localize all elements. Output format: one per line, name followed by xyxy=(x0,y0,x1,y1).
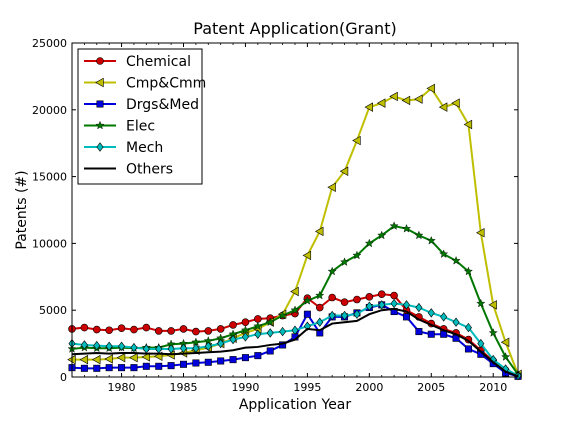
data-point-chemical xyxy=(316,304,323,311)
y-tick-label: 20000 xyxy=(32,104,67,117)
data-point-chemical xyxy=(353,296,360,303)
data-point-chemical xyxy=(143,324,150,331)
data-point-chemical xyxy=(391,292,398,299)
data-point-chemical xyxy=(106,327,113,334)
data-point-drgs-med xyxy=(217,358,223,364)
data-point-drgs-med xyxy=(267,348,273,354)
data-point-drgs-med xyxy=(242,354,248,360)
data-point-chemical xyxy=(217,325,224,332)
data-point-chemical xyxy=(230,321,237,328)
data-point-drgs-med xyxy=(230,356,236,362)
x-tick-label: 2010 xyxy=(479,381,507,394)
data-point-chemical xyxy=(329,294,336,301)
y-tick-label: 15000 xyxy=(32,171,67,184)
data-point-drgs-med xyxy=(180,361,186,367)
data-point-drgs-med xyxy=(193,360,199,366)
data-point-drgs-med xyxy=(255,352,261,358)
data-point-chemical xyxy=(366,293,373,300)
legend: Chemical Cmp&Cmm Drgs&Med Elec Mech Others xyxy=(78,49,206,184)
data-point-drgs-med xyxy=(465,346,471,352)
data-point-drgs-med xyxy=(156,363,162,369)
x-tick-label: 2005 xyxy=(417,381,445,394)
legend-label: Chemical xyxy=(126,54,191,70)
y-axis-label: Patents (#) xyxy=(14,170,30,249)
x-tick-label: 1995 xyxy=(293,381,321,394)
data-point-chemical xyxy=(254,315,261,322)
data-point-chemical xyxy=(341,299,348,306)
x-tick-label: 1980 xyxy=(108,381,136,394)
data-point-chemical xyxy=(378,291,385,298)
data-point-drgs-med xyxy=(416,328,422,334)
data-point-drgs-med xyxy=(106,364,112,370)
data-point-drgs-med xyxy=(143,363,149,369)
data-point-chemical xyxy=(205,327,212,334)
data-point-chemical xyxy=(180,325,187,332)
chart-title: Patent Application(Grant) xyxy=(193,19,396,38)
legend-swatch-marker xyxy=(97,101,103,107)
data-point-drgs-med xyxy=(428,331,434,337)
data-point-chemical xyxy=(242,319,249,326)
y-tick-label: 10000 xyxy=(32,237,67,250)
legend-label: Cmp&Cmm xyxy=(126,76,206,92)
x-tick-label: 1985 xyxy=(170,381,198,394)
data-point-chemical xyxy=(155,327,162,334)
data-point-drgs-med xyxy=(403,314,409,320)
x-tick-label: 2000 xyxy=(355,381,383,394)
data-point-chemical xyxy=(93,326,100,333)
data-point-drgs-med xyxy=(118,364,124,370)
data-point-chemical xyxy=(168,327,175,334)
data-point-chemical xyxy=(81,324,88,331)
legend-label: Drgs&Med xyxy=(126,97,199,113)
data-point-drgs-med xyxy=(304,311,310,317)
data-point-chemical xyxy=(118,325,125,332)
legend-label: Elec xyxy=(126,119,155,135)
data-point-drgs-med xyxy=(81,365,87,371)
data-point-chemical xyxy=(192,328,199,335)
data-point-drgs-med xyxy=(168,362,174,368)
data-point-drgs-med xyxy=(205,359,211,365)
y-tick-label: 0 xyxy=(60,371,67,384)
legend-label: Others xyxy=(126,162,173,178)
data-point-drgs-med xyxy=(94,365,100,371)
x-tick-label: 1990 xyxy=(231,381,259,394)
legend-swatch-marker xyxy=(97,58,104,65)
y-tick-label: 5000 xyxy=(39,304,67,317)
data-point-drgs-med xyxy=(131,364,137,370)
legend-label: Mech xyxy=(126,140,163,156)
x-axis-label: Application Year xyxy=(239,397,352,413)
y-tick-label: 25000 xyxy=(32,37,67,50)
data-point-chemical xyxy=(130,326,137,333)
